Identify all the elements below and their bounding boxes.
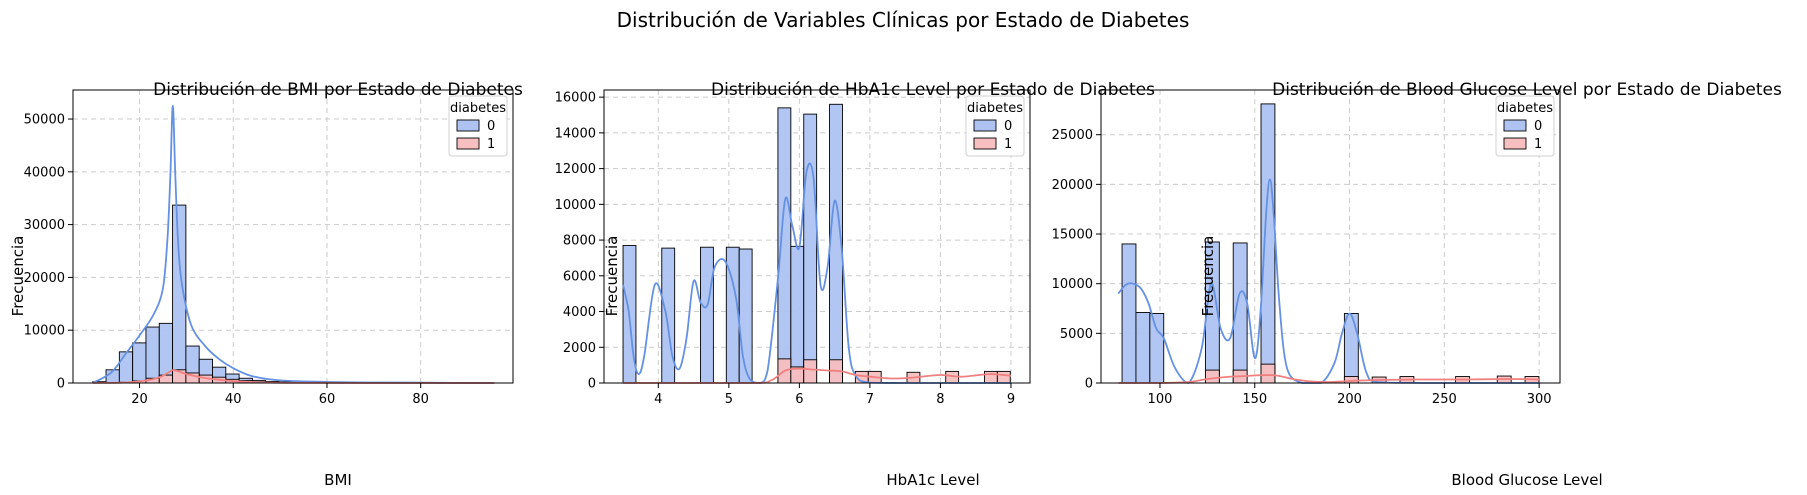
legend-title: diabetes: [967, 101, 1023, 116]
axes-frame: [1100, 89, 1561, 384]
panel-title: Distribución de Blood Glucose Level por …: [1272, 80, 1782, 100]
x-axis-label: BMI: [324, 471, 352, 489]
x-tick-label: 6: [795, 392, 803, 407]
x-tick-label: 100: [1148, 392, 1173, 407]
legend-label-1: 1: [1004, 137, 1012, 152]
legend-swatch-0: [973, 119, 997, 132]
y-axis-label: Frecuencia: [9, 236, 27, 317]
y-tick-label: 12000: [555, 162, 596, 177]
x-tick-label: 5: [725, 392, 733, 407]
histogram-bar-0: [1260, 103, 1276, 384]
y-tick-label: 30000: [24, 218, 65, 233]
y-tick-label: 10000: [24, 324, 65, 339]
y-tick-label: 0: [1085, 377, 1093, 392]
x-axis-label: HbA1c Level: [886, 471, 979, 489]
plot-area: 4 5 6 7 8 9 0 2000 4000 6000 8000 10000 12000 14000 16…: [555, 89, 1031, 407]
y-tick-label: 10000: [555, 198, 596, 213]
y-tick-label: 14000: [555, 126, 596, 141]
x-tick-label: 4: [654, 392, 662, 407]
legend-swatch-1: [456, 137, 480, 150]
legend-label-0: 0: [487, 119, 495, 134]
y-tick-label: 0: [588, 377, 596, 392]
legend-title: diabetes: [1497, 101, 1553, 116]
y-tick-label: 10000: [1052, 277, 1093, 292]
histogram-bar-0: [790, 245, 805, 384]
kde-line-0: [92, 104, 495, 384]
legend-label-1: 1: [1534, 137, 1542, 152]
y-tick-label: 16000: [555, 91, 596, 106]
histogram-bar-1: [1204, 369, 1220, 384]
legend-swatch-0: [1503, 119, 1527, 132]
y-axis-label: Frecuencia: [603, 236, 621, 317]
histogram-bar-0: [1135, 312, 1151, 384]
legend: diabetes 0 1: [448, 95, 508, 157]
y-tick-label: 5000: [1060, 327, 1093, 342]
x-tick-label: 40: [225, 392, 242, 407]
legend: diabetes 0 1: [965, 95, 1025, 157]
legend-swatch-0: [456, 119, 480, 132]
y-tick-label: 15000: [1052, 228, 1093, 243]
y-axis-label: Frecuencia: [1199, 236, 1217, 317]
x-axis-label: Blood Glucose Level: [1451, 471, 1602, 489]
histogram-bar-0: [118, 351, 134, 384]
y-tick-label: 20000: [1052, 178, 1093, 193]
legend-label-0: 0: [1004, 119, 1012, 134]
panel-title: Distribución de HbA1c Level por Estado d…: [711, 80, 1155, 100]
x-tick-label: 150: [1242, 392, 1267, 407]
x-tick-label: 20: [131, 392, 148, 407]
y-tick-label: 25000: [1052, 128, 1093, 143]
kde-line-1: [1118, 374, 1540, 384]
plot-area: 20 40 60 80 0 10000 20000 30000 40000 50000: [24, 89, 514, 407]
x-tick-label: 250: [1432, 392, 1457, 407]
histogram-bar-0: [132, 342, 147, 384]
histogram-bar-1: [983, 370, 998, 384]
figure-suptitle: Distribución de Variables Clínicas por E…: [617, 8, 1190, 32]
y-tick-label: 50000: [24, 113, 65, 128]
histogram-bar-0: [1343, 313, 1359, 384]
y-tick-label: 20000: [24, 271, 65, 286]
x-tick-label: 300: [1527, 392, 1552, 407]
histogram-bar-1: [1260, 363, 1276, 384]
axes-frame: [72, 89, 514, 384]
x-tick-label: 7: [866, 392, 874, 407]
axes-frame: [603, 89, 1031, 384]
legend-label-0: 0: [1534, 119, 1542, 134]
legend: diabetes 0 1: [1495, 95, 1555, 157]
x-tick-label: 9: [1007, 392, 1015, 407]
y-tick-label: 2000: [563, 341, 596, 356]
panel-blood-glucose: 100 150 200 250 300 0 5000 10000 15000 20000 25000…: [1052, 80, 1782, 489]
panel-title: Distribución de BMI por Estado de Diabet…: [153, 80, 523, 100]
x-tick-label: 60: [319, 392, 336, 407]
y-tick-label: 40000: [24, 165, 65, 180]
x-tick-label: 200: [1337, 392, 1362, 407]
y-tick-label: 6000: [563, 269, 596, 284]
panel-bmi: 20 40 60 80 0 10000 20000 30000 40000 50000 Distr…: [9, 80, 523, 489]
y-tick-label: 4000: [563, 305, 596, 320]
histogram-bar-1: [803, 359, 818, 384]
y-tick-label: 8000: [563, 234, 596, 249]
histogram-bar-0: [145, 326, 160, 384]
histogram-bar-0: [1121, 243, 1137, 384]
plot-area: 100 150 200 250 300 0 5000 10000 15000 20000 25000: [1052, 89, 1561, 407]
histogram-bar-0: [738, 248, 753, 384]
y-tick-label: 0: [57, 377, 65, 392]
histogram-bar-0: [803, 113, 818, 384]
legend-swatch-1: [973, 137, 997, 150]
legend-title: diabetes: [450, 101, 506, 116]
kde-line-0: [1117, 178, 1540, 384]
histogram-bar-1: [996, 370, 1011, 384]
histogram-bar-0: [661, 247, 676, 384]
histogram-bar-0: [700, 246, 714, 384]
legend-swatch-1: [1503, 137, 1527, 150]
kde-line-1: [623, 367, 1012, 384]
legend-label-1: 1: [487, 137, 495, 152]
histogram-bar-0: [1149, 313, 1165, 384]
x-tick-label: 80: [412, 392, 429, 407]
x-tick-label: 8: [936, 392, 944, 407]
panel-hba1c: 4 5 6 7 8 9 0 2000 4000 6000 8000 10000 12000 14000 16…: [555, 80, 1155, 489]
